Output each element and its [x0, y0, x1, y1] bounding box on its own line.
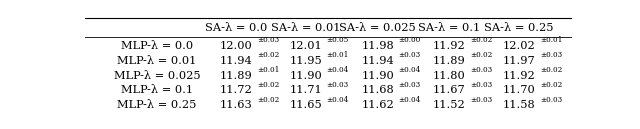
- Text: 11.94: 11.94: [361, 56, 394, 66]
- Text: ±0.02: ±0.02: [257, 51, 279, 59]
- Text: SA-λ = 0.0: SA-λ = 0.0: [205, 23, 268, 33]
- Text: MLP-λ = 0.025: MLP-λ = 0.025: [113, 71, 200, 81]
- Text: 11.90: 11.90: [289, 71, 322, 81]
- Text: ±0.00: ±0.00: [399, 36, 420, 44]
- Text: SA-λ = 0.1: SA-λ = 0.1: [419, 23, 481, 33]
- Text: 11.68: 11.68: [361, 86, 394, 95]
- Text: 11.72: 11.72: [220, 86, 253, 95]
- Text: 11.52: 11.52: [433, 100, 466, 110]
- Text: 11.71: 11.71: [289, 86, 322, 95]
- Text: ±0.03: ±0.03: [470, 81, 492, 89]
- Text: ±0.03: ±0.03: [470, 96, 492, 104]
- Text: 11.62: 11.62: [361, 100, 394, 110]
- Text: ±0.03: ±0.03: [540, 96, 562, 104]
- Text: 11.98: 11.98: [361, 41, 394, 51]
- Text: MLP-λ = 0.01: MLP-λ = 0.01: [117, 56, 196, 66]
- Text: ±0.03: ±0.03: [257, 36, 279, 44]
- Text: SA-λ = 0.01: SA-λ = 0.01: [271, 23, 340, 33]
- Text: MLP-λ = 0.25: MLP-λ = 0.25: [117, 100, 196, 110]
- Text: ±0.04: ±0.04: [399, 66, 420, 74]
- Text: 11.89: 11.89: [433, 56, 466, 66]
- Text: ±0.02: ±0.02: [257, 96, 279, 104]
- Text: 11.63: 11.63: [220, 100, 253, 110]
- Text: ±0.03: ±0.03: [540, 51, 562, 59]
- Text: ±0.03: ±0.03: [399, 81, 420, 89]
- Text: 11.97: 11.97: [502, 56, 535, 66]
- Text: ±0.02: ±0.02: [540, 66, 562, 74]
- Text: ±0.03: ±0.03: [470, 66, 492, 74]
- Text: ±0.02: ±0.02: [540, 81, 562, 89]
- Text: ±0.05: ±0.05: [326, 36, 349, 44]
- Text: ±0.01: ±0.01: [326, 51, 349, 59]
- Text: 11.92: 11.92: [502, 71, 535, 81]
- Text: ±0.02: ±0.02: [470, 51, 493, 59]
- Text: MLP-λ = 0.0: MLP-λ = 0.0: [121, 41, 193, 51]
- Text: ±0.04: ±0.04: [326, 96, 349, 104]
- Text: 11.70: 11.70: [502, 86, 535, 95]
- Text: MLP-λ = 0.1: MLP-λ = 0.1: [121, 86, 193, 95]
- Text: 11.95: 11.95: [289, 56, 322, 66]
- Text: SA-λ = 0.25: SA-λ = 0.25: [484, 23, 554, 33]
- Text: 11.94: 11.94: [220, 56, 253, 66]
- Text: ±0.02: ±0.02: [257, 81, 279, 89]
- Text: 11.90: 11.90: [361, 71, 394, 81]
- Text: ±0.03: ±0.03: [326, 81, 349, 89]
- Text: 11.65: 11.65: [289, 100, 322, 110]
- Text: 12.00: 12.00: [220, 41, 253, 51]
- Text: 11.89: 11.89: [220, 71, 253, 81]
- Text: ±0.04: ±0.04: [326, 66, 349, 74]
- Text: 11.92: 11.92: [433, 41, 466, 51]
- Text: 11.58: 11.58: [502, 100, 535, 110]
- Text: ±0.01: ±0.01: [540, 36, 562, 44]
- Text: 12.01: 12.01: [289, 41, 322, 51]
- Text: ±0.02: ±0.02: [470, 36, 493, 44]
- Text: ±0.01: ±0.01: [257, 66, 280, 74]
- Text: ±0.03: ±0.03: [399, 51, 420, 59]
- Text: 11.80: 11.80: [433, 71, 466, 81]
- Text: SA-λ = 0.025: SA-λ = 0.025: [339, 23, 416, 33]
- Text: 12.02: 12.02: [502, 41, 535, 51]
- Text: 11.67: 11.67: [433, 86, 466, 95]
- Text: ±0.04: ±0.04: [399, 96, 420, 104]
